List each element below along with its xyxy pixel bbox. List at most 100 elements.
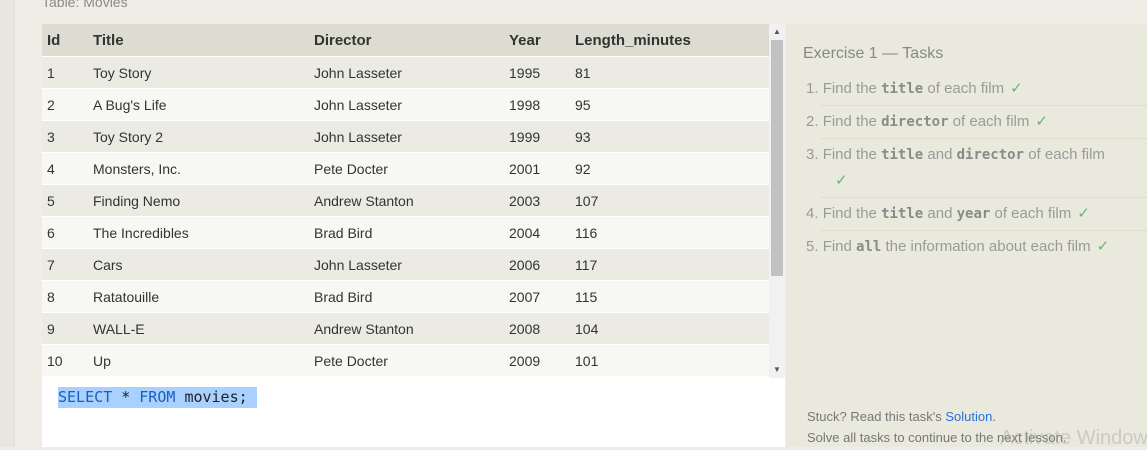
- cell-title: Toy Story: [93, 56, 314, 89]
- task-item: 4. Find the title and year of each film ✓: [806, 201, 1147, 231]
- cell-id: 9: [42, 312, 93, 345]
- table-caption: Table: Movies: [42, 0, 128, 10]
- column-header-title: Title: [93, 24, 314, 57]
- cell-title: WALL-E: [93, 312, 314, 345]
- cell-director: John Lasseter: [314, 88, 509, 121]
- cell-length: 115: [575, 280, 769, 313]
- task-code: title: [881, 206, 924, 222]
- column-header-year: Year: [509, 24, 575, 57]
- cell-length: 101: [575, 344, 769, 376]
- cell-director: Andrew Stanton: [314, 312, 509, 345]
- sql-keyword-select: SELECT: [58, 388, 113, 406]
- cell-title: Up: [93, 344, 314, 376]
- cell-title: Toy Story 2: [93, 120, 314, 153]
- column-header-length: Length_minutes: [575, 24, 769, 57]
- cell-title: Finding Nemo: [93, 184, 314, 217]
- task-text: Find: [822, 238, 852, 255]
- task-code: director: [956, 147, 1025, 163]
- task-code: year: [956, 206, 991, 222]
- cell-id: 7: [42, 248, 93, 281]
- cell-year: 2009: [509, 344, 575, 376]
- stuck-hint: Stuck? Read this task's Solution.: [807, 409, 996, 424]
- table-row: 4 Monsters, Inc. Pete Docter 2001 92: [42, 152, 769, 185]
- task-number: 3.: [806, 146, 819, 163]
- cell-length: 116: [575, 216, 769, 249]
- task-code: director: [881, 114, 949, 130]
- cell-title: The Incredibles: [93, 216, 314, 249]
- checkmark-icon: ✓: [835, 172, 848, 189]
- cell-title: A Bug's Life: [93, 88, 314, 121]
- task-list: 1. Find the title of each film ✓ 2. Find t…: [806, 76, 1147, 266]
- cell-length: 95: [575, 88, 769, 121]
- cell-id: 10: [42, 344, 93, 376]
- table-row: 3 Toy Story 2 John Lasseter 1999 93: [42, 120, 769, 153]
- cell-director: Brad Bird: [314, 216, 509, 249]
- sql-keyword-from: FROM: [139, 388, 176, 406]
- cell-id: 8: [42, 280, 93, 313]
- cell-director: John Lasseter: [314, 120, 509, 153]
- scroll-up-arrow-icon[interactable]: ▲: [773, 27, 781, 36]
- checkmark-icon: ✓: [1077, 205, 1090, 222]
- cell-id: 4: [42, 152, 93, 185]
- cell-title: Monsters, Inc.: [93, 152, 314, 185]
- task-code: title: [881, 147, 924, 163]
- scrollbar-thumb[interactable]: [771, 40, 783, 276]
- scroll-down-arrow-icon[interactable]: ▼: [773, 365, 781, 374]
- cell-length: 104: [575, 312, 769, 345]
- task-item: 1. Find the title of each film ✓: [806, 76, 1147, 106]
- checkmark-icon: ✓: [1035, 113, 1048, 130]
- task-text: of each film: [952, 113, 1030, 130]
- table-scrollbar[interactable]: ▲ ▼: [769, 24, 785, 378]
- task-text: and: [927, 146, 953, 163]
- task-text: of each film: [1028, 146, 1105, 163]
- windows-activation-watermark: Activate Windows: [1000, 427, 1147, 449]
- task-text: Find the: [822, 146, 877, 163]
- cell-year: 2004: [509, 216, 575, 249]
- sql-star: *: [121, 388, 131, 406]
- cell-id: 1: [42, 56, 93, 89]
- task-item: 5. Find all the information about each f…: [806, 234, 1147, 263]
- column-header-id: Id: [42, 24, 93, 57]
- solution-link[interactable]: Solution: [945, 409, 993, 424]
- sql-query-text[interactable]: SELECT * FROM movies;: [58, 387, 257, 408]
- exercise-title: Exercise 1 — Tasks: [803, 45, 944, 62]
- sql-editor[interactable]: SELECT * FROM movies;: [42, 378, 785, 447]
- table-row: 8 Ratatouille Brad Bird 2007 115: [42, 280, 769, 313]
- table-row: 6 The Incredibles Brad Bird 2004 116: [42, 216, 769, 249]
- task-text: Find the: [822, 205, 877, 222]
- cell-director: Pete Docter: [314, 344, 509, 376]
- stuck-text: Stuck? Read this task's: [807, 409, 942, 424]
- cell-length: 107: [575, 184, 769, 217]
- cell-director: Brad Bird: [314, 280, 509, 313]
- task-number: 2.: [806, 113, 819, 130]
- cell-year: 1995: [509, 56, 575, 89]
- task-text: of each film: [994, 205, 1072, 222]
- cell-director: John Lasseter: [314, 248, 509, 281]
- table-row: 10 Up Pete Docter 2009 101: [42, 344, 769, 376]
- cell-length: 92: [575, 152, 769, 185]
- cell-length: 81: [575, 56, 769, 89]
- task-code: title: [881, 81, 924, 97]
- cell-director: Andrew Stanton: [314, 184, 509, 217]
- cell-director: Pete Docter: [314, 152, 509, 185]
- task-text: the information about each film: [885, 238, 1091, 255]
- table-row: 1 Toy Story John Lasseter 1995 81: [42, 56, 769, 89]
- exercise-panel: Exercise 1 — Tasks 1. Find the title of …: [786, 24, 1147, 447]
- cell-year: 2007: [509, 280, 575, 313]
- cell-title: Ratatouille: [93, 280, 314, 313]
- checkmark-wrap: ✓: [821, 168, 1147, 194]
- cell-year: 2006: [509, 248, 575, 281]
- cell-director: John Lasseter: [314, 56, 509, 89]
- task-item: 3. Find the title and director of each f…: [806, 142, 1147, 198]
- cell-year: 2008: [509, 312, 575, 345]
- task-text: and: [927, 205, 953, 222]
- cell-year: 1998: [509, 88, 575, 121]
- continue-message: Solve all tasks to continue to the next …: [807, 430, 1067, 445]
- cell-length: 93: [575, 120, 769, 153]
- task-number: 4.: [806, 205, 819, 222]
- task-number: 5.: [806, 238, 819, 255]
- table-row: 9 WALL-E Andrew Stanton 2008 104: [42, 312, 769, 345]
